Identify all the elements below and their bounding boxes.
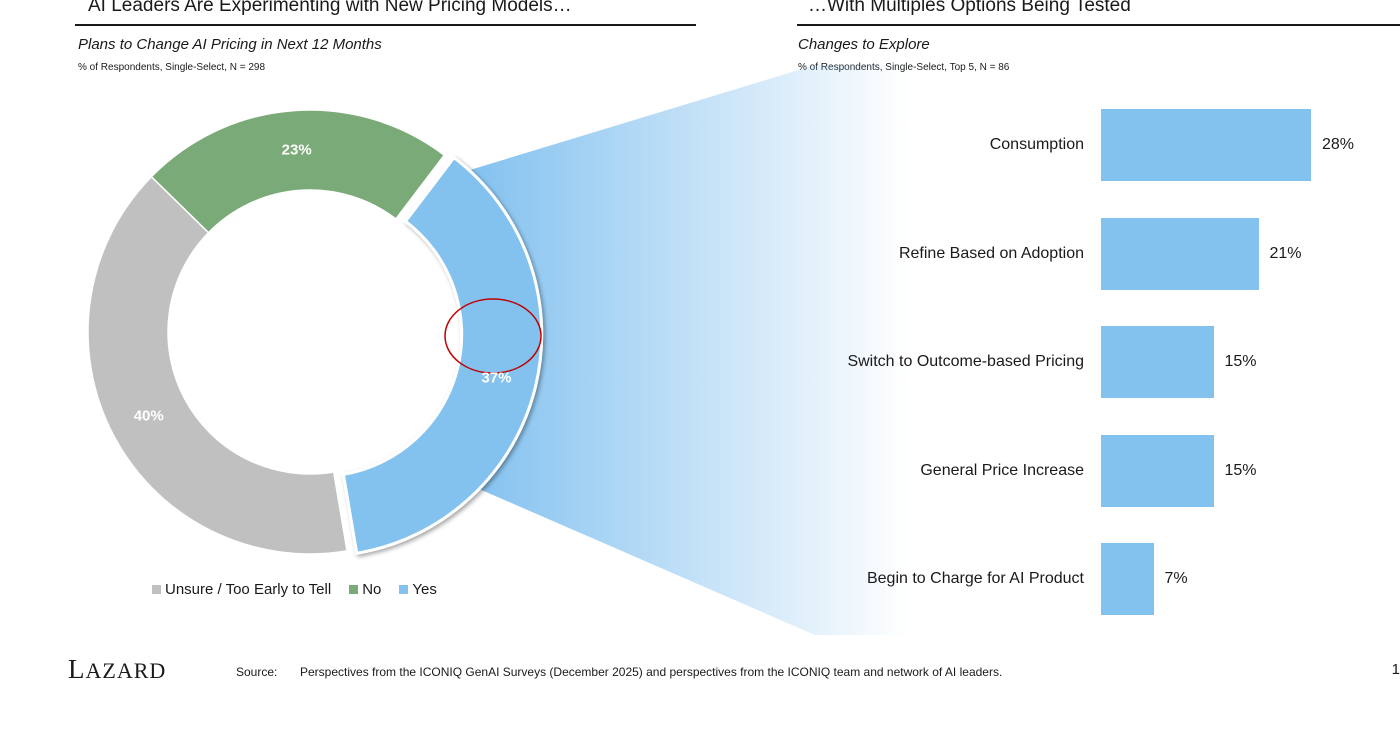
- bar-value-label: 15%: [1224, 353, 1257, 370]
- bar-value-label: 7%: [1164, 570, 1188, 587]
- donut-data-label: 40%: [133, 407, 164, 425]
- bar-value-label: 15%: [1224, 461, 1257, 479]
- bar-category-label: General Price Increase: [920, 461, 1084, 479]
- left-header: AI Leaders Are Experimenting with New Pr…: [88, 0, 572, 16]
- left-subtitle: Plans to Change AI Pricing in Next 12 Mo…: [78, 36, 382, 53]
- left-note: % of Respondents, Single-Select, N = 298: [78, 62, 266, 73]
- bar-category-label: Refine Based on Adoption: [898, 244, 1084, 262]
- donut-data-label: 37%: [481, 369, 512, 387]
- bar: [1101, 434, 1214, 507]
- donut-slice-no: [150, 109, 446, 234]
- legend-label: No: [362, 581, 382, 598]
- highlight-ellipse: [444, 298, 542, 374]
- legend-label: Yes: [412, 581, 437, 598]
- legend-item: Yes: [399, 581, 437, 598]
- lazard-logo: LAZARD: [68, 654, 167, 684]
- source-label: Source:: [236, 665, 278, 679]
- legend-swatch: [399, 585, 409, 594]
- donut-legend: Unsure / Too Early to Tell No Yes: [152, 581, 437, 598]
- donut-slice-yes: [341, 155, 544, 556]
- page-number: 1: [1391, 661, 1400, 678]
- bar: [1101, 109, 1311, 181]
- legend-swatch: [349, 585, 359, 594]
- bar: [1101, 543, 1154, 615]
- legend-label: Unsure / Too Early to Tell: [165, 581, 332, 598]
- bar: [1101, 217, 1259, 290]
- source-text: Perspectives from the ICONIQ GenAI Surve…: [300, 665, 1003, 679]
- bar-value-label: 21%: [1269, 244, 1302, 262]
- right-header-rule: [797, 24, 1400, 26]
- legend-swatch: [152, 585, 161, 594]
- legend-item: Unsure / Too Early to Tell: [152, 581, 331, 598]
- legend-item: No: [349, 581, 381, 598]
- funnel-gradient: [470, 65, 910, 635]
- donut-data-label: 23%: [281, 141, 312, 159]
- right-subtitle: Changes to Explore: [798, 36, 930, 53]
- bar-category-label: Begin to Charge for AI Product: [866, 570, 1084, 587]
- bar-value-label: 28%: [1322, 136, 1355, 153]
- bar: [1101, 326, 1214, 398]
- donut-slice-unsure-too-early-to-tell: [87, 175, 348, 555]
- left-header-rule: [75, 24, 696, 26]
- right-header: …With Multiples Options Being Tested: [808, 0, 1131, 16]
- bar-category-label: Switch to Outcome-based Pricing: [847, 353, 1084, 370]
- bar-category-label: Consumption: [989, 136, 1084, 153]
